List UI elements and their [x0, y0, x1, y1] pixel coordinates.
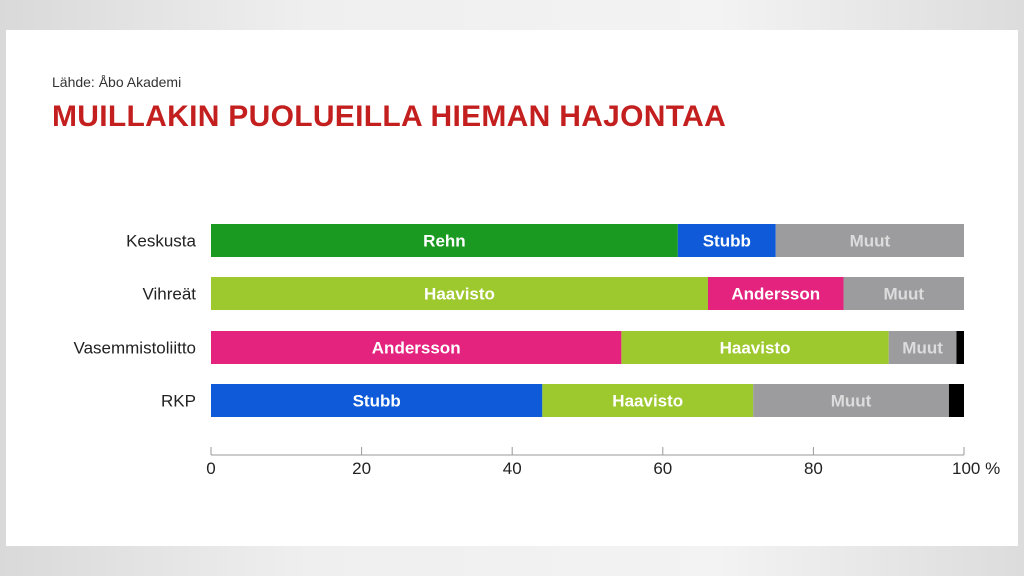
bar-segment	[621, 331, 889, 364]
segment-label: Haavisto	[612, 392, 683, 411]
segment-label: Stubb	[703, 232, 751, 251]
segment-label: Stubb	[353, 392, 401, 411]
bar-segment	[707, 277, 844, 310]
segment-label: Andersson	[731, 285, 820, 304]
bar-segment	[843, 277, 964, 310]
bar-segment	[888, 331, 957, 364]
segment-label: Muut	[850, 232, 891, 251]
segment-label: Andersson	[372, 339, 461, 358]
segment-label: Muut	[902, 339, 943, 358]
bar-segment	[211, 331, 622, 364]
segment-label: Haavisto	[720, 339, 791, 358]
category-label: Vasemmistoliitto	[74, 339, 197, 358]
segment-label: Muut	[831, 392, 872, 411]
bar-segment	[542, 384, 754, 417]
bar-segment	[948, 384, 964, 417]
segment-label: Muut	[883, 285, 924, 304]
bar-segment	[211, 277, 708, 310]
bar-segment	[211, 224, 678, 257]
x-tick-label: 60	[653, 459, 672, 478]
bar-segment	[775, 224, 964, 257]
category-label: Vihreät	[142, 285, 196, 304]
category-label: Keskusta	[126, 232, 196, 251]
x-tick-label: 100 %	[952, 459, 1000, 478]
bar-segment	[677, 224, 776, 257]
x-tick-label: 80	[804, 459, 823, 478]
chart-title: MUILLAKIN PUOLUEILLA HIEMAN HAJONTAA	[52, 100, 727, 133]
segment-label: Rehn	[423, 232, 466, 251]
x-tick-label: 40	[503, 459, 522, 478]
bar-segment	[211, 384, 543, 417]
category-label: RKP	[161, 392, 196, 411]
x-tick-label: 0	[206, 459, 215, 478]
x-tick-label: 20	[352, 459, 371, 478]
bar-segment	[956, 331, 964, 364]
segment-label: Haavisto	[424, 285, 495, 304]
bar-segment	[753, 384, 949, 417]
source-label: Lähde: Åbo Akademi	[52, 74, 182, 90]
